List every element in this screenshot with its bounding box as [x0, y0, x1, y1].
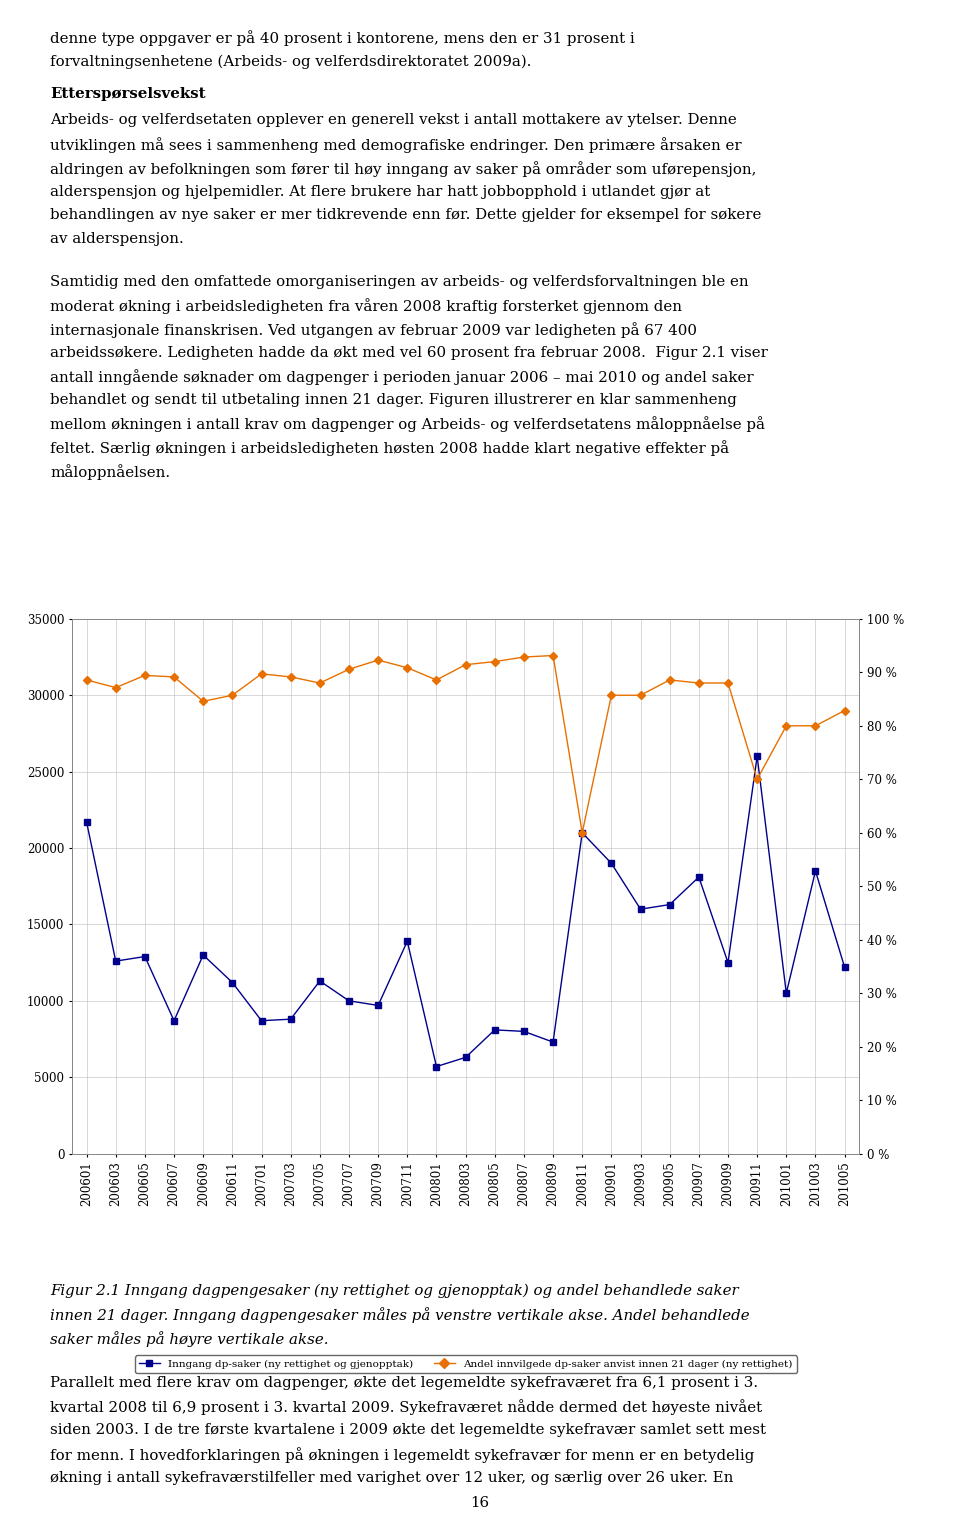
Text: Arbeids- og velferdsetaten opplever en generell vekst i antall mottakere av ytel: Arbeids- og velferdsetaten opplever en g…: [50, 113, 736, 127]
Text: feltet. Særlig økningen i arbeidsledigheten høsten 2008 hadde klart negative eff: feltet. Særlig økningen i arbeidsledighe…: [50, 440, 729, 457]
Text: Etterspørselsvekst: Etterspørselsvekst: [50, 87, 205, 101]
Text: siden 2003. I de tre første kvartalene i 2009 økte det legemeldte sykefravær sam: siden 2003. I de tre første kvartalene i…: [50, 1423, 766, 1438]
Text: kvartal 2008 til 6,9 prosent i 3. kvartal 2009. Sykefraværet nådde dermed det hø: kvartal 2008 til 6,9 prosent i 3. kvarta…: [50, 1400, 762, 1415]
Text: aldringen av befolkningen som fører til høy inngang av saker på områder som ufør: aldringen av befolkningen som fører til …: [50, 160, 756, 177]
Text: Samtidig med den omfattede omorganiseringen av arbeids- og velferdsforvaltningen: Samtidig med den omfattede omorganiserin…: [50, 275, 749, 289]
Text: behandlingen av nye saker er mer tidkrevende enn før. Dette gjelder for eksempel: behandlingen av nye saker er mer tidkrev…: [50, 208, 761, 222]
Text: innen 21 dager. Inngang dagpengesaker måles på venstre vertikale akse. Andel beh: innen 21 dager. Inngang dagpengesaker må…: [50, 1308, 750, 1323]
Text: mellom økningen i antall krav om dagpenger og Arbeids- og velferdsetatens målopp: mellom økningen i antall krav om dagpeng…: [50, 417, 765, 432]
Text: måloppnåelsen.: måloppnåelsen.: [50, 465, 170, 480]
Text: alderspensjon og hjelpemidler. At flere brukere har hatt jobbopphold i utlandet : alderspensjon og hjelpemidler. At flere …: [50, 185, 710, 199]
Text: økning i antall sykefraværstilfeller med varighet over 12 uker, og særlig over 2: økning i antall sykefraværstilfeller med…: [50, 1470, 733, 1485]
Text: moderat økning i arbeidsledigheten fra våren 2008 kraftig forsterket gjennom den: moderat økning i arbeidsledigheten fra v…: [50, 298, 682, 315]
Text: for menn. I hovedforklaringen på økningen i legemeldt sykefravær for menn er en : for menn. I hovedforklaringen på økninge…: [50, 1447, 755, 1462]
Text: Figur 2.1 Inngang dagpengesaker (ny rettighet og gjenopptak) og andel behandlede: Figur 2.1 Inngang dagpengesaker (ny rett…: [50, 1284, 738, 1297]
Text: internasjonale finanskrisen. Ved utgangen av februar 2009 var ledigheten på 67 4: internasjonale finanskrisen. Ved utgange…: [50, 322, 697, 338]
Text: behandlet og sendt til utbetaling innen 21 dager. Figuren illustrerer en klar sa: behandlet og sendt til utbetaling innen …: [50, 393, 736, 406]
Text: arbeidssøkere. Ledigheten hadde da økt med vel 60 prosent fra februar 2008.  Fig: arbeidssøkere. Ledigheten hadde da økt m…: [50, 345, 768, 359]
Text: Parallelt med flere krav om dagpenger, økte det legemeldte sykefraværet fra 6,1 : Parallelt med flere krav om dagpenger, ø…: [50, 1375, 758, 1390]
Text: denne type oppgaver er på 40 prosent i kontorene, mens den er 31 prosent i: denne type oppgaver er på 40 prosent i k…: [50, 31, 635, 46]
Text: 16: 16: [470, 1496, 490, 1510]
Text: saker måles på høyre vertikale akse.: saker måles på høyre vertikale akse.: [50, 1331, 328, 1346]
Legend: Inngang dp-saker (ny rettighet og gjenopptak), Andel innvilgede dp-saker anvist : Inngang dp-saker (ny rettighet og gjenop…: [134, 1355, 797, 1374]
Text: utviklingen må sees i sammenheng med demografiske endringer. Den primære årsaken: utviklingen må sees i sammenheng med dem…: [50, 138, 741, 153]
Text: av alderspensjon.: av alderspensjon.: [50, 232, 183, 246]
Text: forvaltningsenhetene (Arbeids- og velferdsdirektoratet 2009a).: forvaltningsenhetene (Arbeids- og velfer…: [50, 53, 531, 69]
Text: antall inngående søknader om dagpenger i perioden januar 2006 – mai 2010 og ande: antall inngående søknader om dagpenger i…: [50, 370, 754, 385]
